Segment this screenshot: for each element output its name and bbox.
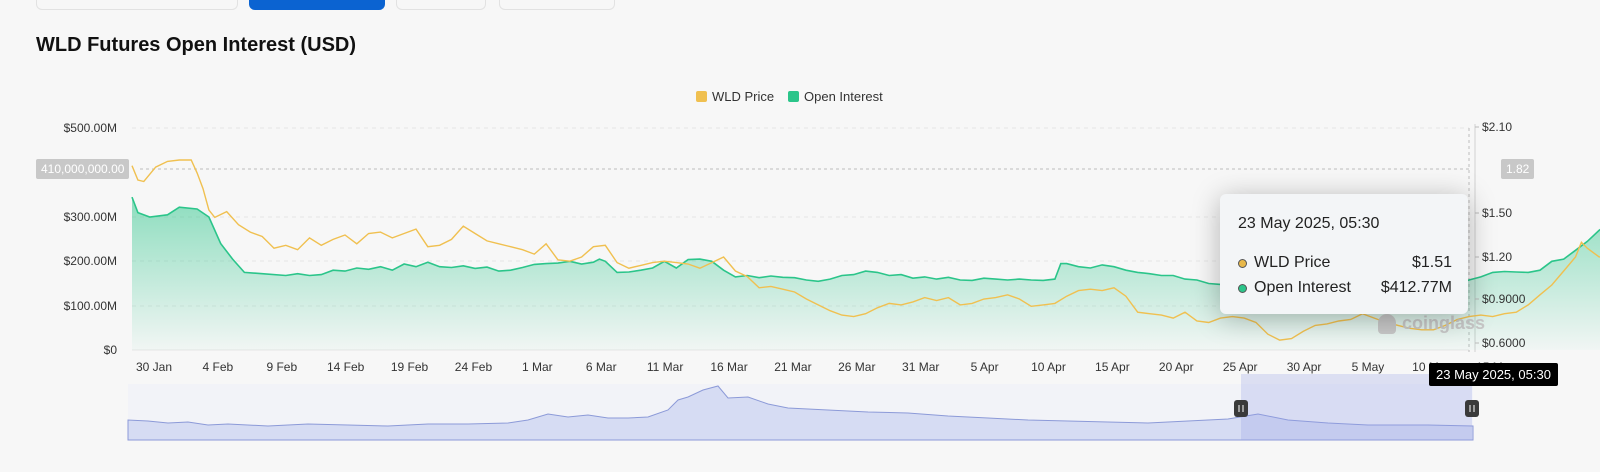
coinglass-logo-icon <box>1378 313 1396 334</box>
x-tick-label: 9 Feb <box>266 360 297 374</box>
y-left-tick-label: $100.00M <box>64 299 117 313</box>
legend-swatch[interactable] <box>788 91 799 102</box>
y-left-tick-label: $500.00M <box>64 121 117 135</box>
watermark: coinglass <box>1378 313 1485 334</box>
x-tick-label: 5 Apr <box>971 360 999 374</box>
crosshair-x-label: 23 May 2025, 05:30 <box>1429 363 1558 386</box>
tooltip-value: $412.77M <box>1380 279 1452 296</box>
x-tick-label: 26 Mar <box>838 360 875 374</box>
legend-swatch[interactable] <box>696 91 707 102</box>
navigator-left-handle[interactable] <box>1234 400 1248 417</box>
y-right-tick-label: $0.6000 <box>1482 336 1526 350</box>
navigator-right-handle[interactable] <box>1465 400 1479 417</box>
oi-dot-icon <box>1238 283 1247 293</box>
crosshair-y-left-label: 410,000,000.00 <box>36 159 130 179</box>
price-dot-icon <box>1238 258 1247 268</box>
y-left-tick-label: $200.00M <box>64 254 117 268</box>
y-right-tick-label: $0.9000 <box>1482 292 1526 306</box>
x-tick-label: 1 Mar <box>522 360 553 374</box>
tab-3[interactable] <box>396 0 486 10</box>
legend-label[interactable]: WLD Price <box>712 89 774 104</box>
tooltip-value: $1.51 <box>1411 254 1452 271</box>
page-title: WLD Futures Open Interest (USD) <box>36 34 357 56</box>
range-navigator <box>127 374 1479 441</box>
axis-labels: $0 $100.00M $200.00M $300.00M $500.00M $0.600… <box>64 120 1526 374</box>
watermark-text: coinglass <box>1402 313 1486 333</box>
tab-1[interactable] <box>36 0 238 10</box>
tooltip-row-oi: Open Interest $412.77M <box>1238 277 1452 299</box>
x-tick-label: 21 Mar <box>774 360 811 374</box>
x-tick-label: 10 Apr <box>1031 360 1066 374</box>
x-tick-label: 19 Feb <box>391 360 429 374</box>
x-tick-label: 11 Mar <box>647 360 683 374</box>
x-tick-label: 15 Apr <box>1095 360 1130 374</box>
x-tick-label: 25 Apr <box>1223 360 1258 374</box>
tab-4[interactable] <box>499 0 615 10</box>
x-tick-label: 24 Feb <box>455 360 493 374</box>
open-interest-line <box>131 196 1600 296</box>
legend: WLD Price Open Interest <box>696 89 883 104</box>
x-tick-label: 5 May <box>1352 360 1385 374</box>
crosshair-y-right-label: 1.82 <box>1501 159 1535 179</box>
navigator-series <box>127 385 1474 441</box>
y-right-tick-label: $1.20 <box>1482 250 1512 264</box>
x-tick-label: 30 Jan <box>136 360 172 374</box>
tooltip: 23 May 2025, 05:30 WLD Price $1.51 Open … <box>1220 194 1468 314</box>
tooltip-row-price: WLD Price $1.51 <box>1238 252 1452 274</box>
x-tick-label: 4 Feb <box>203 360 234 374</box>
x-tick-label: 31 Mar <box>902 360 939 374</box>
tooltip-date: 23 May 2025, 05:30 <box>1238 215 1380 232</box>
tooltip-label: Open Interest <box>1254 279 1351 296</box>
y-right-tick-label: $2.10 <box>1482 120 1512 134</box>
wld-price-line <box>131 159 1600 341</box>
x-tick-label: 14 Feb <box>327 360 365 374</box>
tab-2-active[interactable] <box>249 0 385 10</box>
y-right-tick-label: $1.50 <box>1482 206 1512 220</box>
x-tick-label: 30 Apr <box>1287 360 1322 374</box>
y-left-tick-label: $300.00M <box>64 210 117 224</box>
tooltip-label: WLD Price <box>1254 254 1331 271</box>
y-left-tick-label: $0 <box>104 343 118 357</box>
x-tick-label: 6 Mar <box>586 360 617 374</box>
x-tick-label: 20 Apr <box>1159 360 1194 374</box>
legend-label[interactable]: Open Interest <box>804 89 883 104</box>
x-tick-label: 16 Mar <box>710 360 747 374</box>
